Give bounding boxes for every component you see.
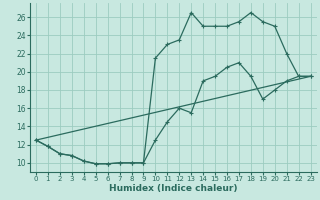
X-axis label: Humidex (Indice chaleur): Humidex (Indice chaleur) <box>109 184 237 193</box>
